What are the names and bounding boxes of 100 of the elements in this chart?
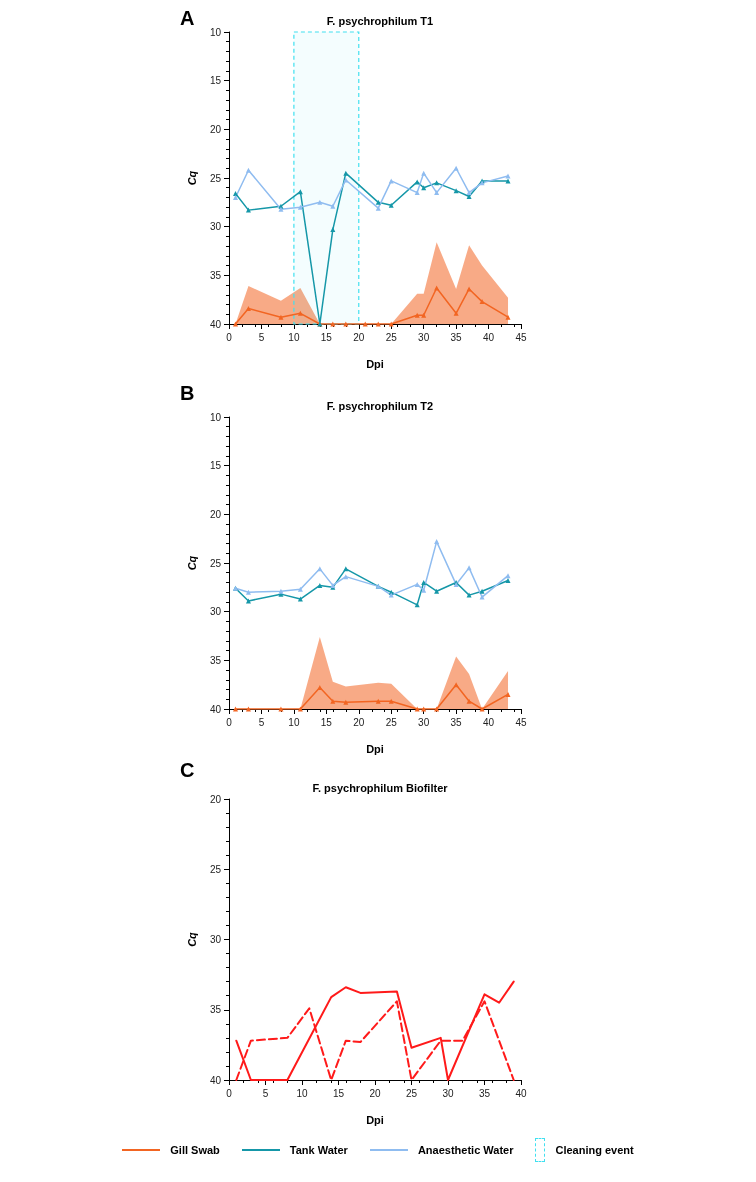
point [317,685,323,691]
point [375,321,381,327]
point [343,699,349,705]
point [505,178,511,184]
text: B [180,382,195,404]
point [479,588,485,594]
x-tick-label: 30 [418,716,430,728]
point [317,582,323,588]
x-tick-label: 40 [482,716,495,728]
point [317,199,323,205]
x-tick-label: 10 [288,716,300,728]
line-series [235,980,515,1081]
legend-label: Cleaning event [555,1144,634,1156]
point [297,310,303,316]
legend-label: Gill Swab [170,1144,220,1156]
x-tick-label: 5 [258,716,265,728]
point [330,203,336,209]
point [245,706,251,712]
x-tick-label: 10 [296,1087,308,1099]
x-tick-label: 20 [353,716,365,728]
point [375,698,381,704]
point [505,314,511,320]
y-tick-label: 25 [209,172,222,184]
chart-title: F. psychrophilum T1 [326,14,434,27]
y-tick-label: 25 [209,557,222,569]
point [297,189,303,195]
x-tick-label: 15 [320,331,333,343]
point [466,592,472,598]
y-tick-label: 35 [209,654,222,666]
y-tick-label: 25 [209,863,222,875]
y-tick-label: 30 [209,221,222,233]
x-tick-label: 40 [482,331,495,343]
point [297,586,303,592]
x-tick-label: 35 [478,1087,491,1099]
text: A [180,7,195,29]
point [479,594,485,600]
y-axis-title: Cq [185,555,198,571]
point [505,691,511,697]
y-axis-title: Cq [185,931,198,947]
legend-label: Tank Water [289,1144,348,1156]
y-tick-label: 40 [209,318,222,330]
x-tick-label: 20 [353,331,365,343]
point [388,202,394,208]
point [434,539,440,545]
x-tick-label: 30 [418,331,430,343]
point [466,190,472,196]
x-tick-label: 45 [515,331,527,343]
point [388,698,394,704]
y-tick-label: 10 [209,26,222,38]
point [466,698,472,704]
x-tick-label: 0 [226,331,233,343]
point [362,321,368,327]
point [421,312,427,318]
x-tick-label: 5 [262,1087,269,1099]
point [453,682,459,688]
point [479,706,485,712]
point [375,199,381,205]
x-axis-title: Dpi [366,1113,384,1126]
point [453,310,459,316]
point [453,165,459,171]
point [421,170,427,176]
point [297,706,303,712]
point [330,227,336,233]
y-tick-label: 20 [209,123,222,135]
point [421,579,427,585]
x-tick-label: 15 [320,716,333,728]
y-tick-label: 40 [209,703,222,715]
point [245,305,251,311]
point [479,299,485,305]
chart-title: F. psychrophilum T2 [326,399,434,412]
point [505,578,511,584]
x-tick-label: 40 [515,1087,527,1099]
y-tick-label: 30 [209,606,222,618]
point [278,314,284,320]
point [505,173,511,179]
point [453,188,459,194]
point [414,190,420,196]
y-tick-label: 20 [209,793,222,805]
y-tick-label: 35 [209,269,222,281]
x-tick-label: 25 [405,1087,418,1099]
point [297,204,303,210]
y-tick-label: 40 [209,1074,222,1086]
x-tick-label: 0 [226,716,233,728]
x-tick-label: 30 [442,1087,454,1099]
y-tick-label: 20 [209,508,222,520]
point [434,588,440,594]
point [375,205,381,211]
x-tick-label: 15 [332,1087,345,1099]
y-tick-label: 10 [209,411,222,423]
point [245,207,251,213]
x-tick-label: 35 [450,716,463,728]
point [330,698,336,704]
y-tick-label: 15 [209,460,222,472]
x-tick-label: 25 [385,331,398,343]
x-tick-label: 10 [288,331,300,343]
x-tick-label: 35 [450,331,463,343]
point [414,706,420,712]
x-tick-label: 0 [226,1087,233,1099]
x-tick-label: 45 [515,716,527,728]
y-tick-label: 35 [209,1004,222,1016]
